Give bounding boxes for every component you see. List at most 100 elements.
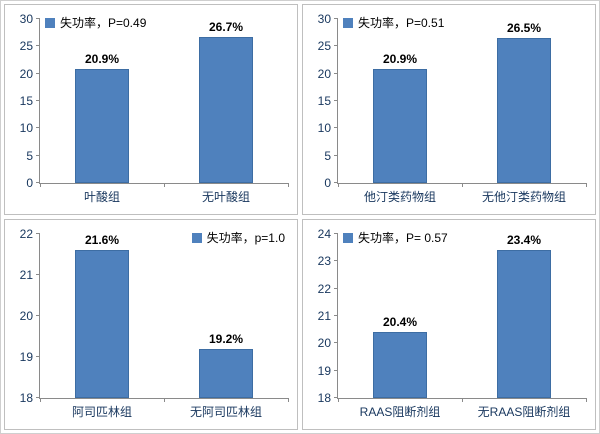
y-axis-tick-mark [334,369,338,371]
bar-data-label: 19.2% [208,331,244,346]
legend-marker [45,17,55,28]
legend-label: 失功率，P= 0.57 [358,231,448,245]
y-axis-tick-mark [36,127,40,129]
plot-area: 0 5 10 15 20 25 30 20.9% 叶酸组 26.7% 无叶酸组 [20,13,289,204]
legend-marker [343,232,353,243]
y-axis-tick-mark [334,315,338,316]
y-axis-tick-label: 25 [317,39,331,54]
bar-data-label: 20.4% [382,315,418,330]
chart-panel-folic-acid: 0 5 10 15 20 25 30 20.9% 叶酸组 26.7% 无叶酸组 失功率，P=0.49 [4,4,298,215]
legend-marker [343,17,353,28]
y-axis-tick-label: 18 [317,391,331,405]
x-axis-tick-mark [164,398,165,402]
x-axis-tick-mark [164,183,165,187]
y-axis-tick-label: 22 [317,281,331,296]
legend-marker [191,232,202,243]
bar-series-failure-rate [372,332,428,398]
y-axis-tick-label: 0 [26,176,33,190]
y-axis-tick-label: 0 [324,176,331,190]
bar-data-label: 20.9% [84,51,120,66]
x-axis-tick-mark [462,183,463,187]
y-axis-tick-mark [36,72,40,74]
x-axis-category-label: 无RAAS阻断剂组 [477,405,571,419]
x-axis-category-label: 叶酸组 [83,190,120,204]
y-axis-tick-label: 24 [317,227,331,241]
x-axis-tick-mark [338,183,339,187]
x-axis-category-label: RAAS阻断剂组 [359,405,441,419]
bar-series-failure-rate [496,250,552,398]
legend-label: 失功率，P=0.49 [60,16,147,30]
y-axis-tick-mark [334,233,338,234]
y-axis-tick-mark [36,182,40,183]
y-axis-tick-label: 5 [324,148,331,163]
x-axis-tick-mark [338,398,339,402]
y-axis-tick-label: 19 [19,350,33,364]
y-axis-tick-mark [36,397,40,398]
x-axis-tick-mark [40,183,41,187]
y-axis-tick-label: 5 [26,148,33,163]
y-axis-tick-mark [334,45,338,47]
y-axis-tick-mark [334,182,338,183]
chart-panel-aspirin: 18 19 20 21 22 21.6% 阿司匹林组 19.2% 无阿司匹林组 失功率，p=1.0 [4,219,298,430]
y-axis-tick-mark [334,154,338,156]
legend-label: 失功率，p=1.0 [206,231,285,245]
y-axis-tick-label: 23 [317,254,331,269]
y-axis-tick-label: 10 [317,121,331,136]
bar-data-label: 26.7% [208,20,244,35]
y-axis-tick-label: 10 [19,121,33,136]
bar-series-failure-rate [372,68,428,183]
x-axis-tick-mark [288,398,289,402]
y-axis-tick-mark [334,342,338,344]
x-axis-tick-mark [462,398,463,402]
legend: 失功率，P=0.51 [343,14,444,31]
x-axis-category-label: 他汀类药物组 [363,190,436,204]
bar-data-label: 20.9% [382,51,418,66]
chart-panel-raas-blocker: 18 19 20 21 22 23 24 20.4% RAAS阻断剂组 23.4% 无RAAS阻断剂… [302,219,596,430]
y-axis-tick-mark [334,397,338,398]
chart-panel-statin: 0 5 10 15 20 25 30 20.9% 他汀类药物组 26.5% 无他汀类药物组 失功率，P… [302,4,596,215]
plot-area: 18 19 20 21 22 21.6% 阿司匹林组 19.2% 无阿司匹林组 [20,228,289,419]
plot-area: 0 5 10 15 20 25 30 20.9% 他汀类药物组 26.5% 无他汀类药物组 [318,13,587,204]
x-axis-tick-mark [586,398,587,402]
x-axis-category-label: 无阿司匹林组 [189,405,262,419]
legend: 失功率，p=1.0 [191,229,285,246]
y-axis-tick-mark [334,18,338,19]
y-axis-tick-label: 18 [19,391,33,405]
y-axis-tick-mark [36,18,40,19]
y-axis-tick-label: 21 [317,309,331,323]
y-axis-tick-mark [36,233,40,234]
bar-series-failure-rate [74,250,130,398]
x-axis-category-label: 阿司匹林组 [71,405,132,419]
y-axis-tick-mark [36,356,40,357]
y-axis-tick-label: 21 [19,268,33,282]
x-axis-category-label: 无叶酸组 [201,190,250,204]
y-axis-tick-mark [36,274,40,275]
y-axis-tick-mark [334,100,338,101]
plot-area: 18 19 20 21 22 23 24 20.4% RAAS阻断剂组 23.4% 无RAAS阻断剂… [318,228,587,419]
x-axis-tick-mark [586,183,587,187]
legend: 失功率，P= 0.57 [343,229,448,246]
x-axis-category-label: 无他汀类药物组 [481,190,566,204]
x-axis-tick-mark [288,183,289,187]
legend: 失功率，P=0.49 [45,14,146,31]
y-axis-tick-label: 20 [19,66,33,81]
y-axis-tick-label: 20 [317,336,331,351]
bar-data-label: 21.6% [84,233,120,248]
x-axis-tick-mark [40,398,41,402]
y-axis-tick-label: 15 [317,94,331,108]
legend-label: 失功率，P=0.51 [358,16,445,30]
bar-data-label: 26.5% [506,21,542,36]
bar-data-label: 23.4% [506,233,542,248]
bar-series-failure-rate [74,68,130,183]
y-axis-tick-mark [36,45,40,47]
y-axis-tick-label: 22 [19,227,33,241]
y-axis-tick-label: 25 [19,39,33,54]
y-axis-tick-mark [334,127,338,129]
bar-series-failure-rate [198,348,254,398]
y-axis-tick-label: 19 [317,363,331,378]
y-axis-tick-label: 20 [19,309,33,323]
bar-series-failure-rate [198,37,254,183]
y-axis-tick-mark [36,100,40,101]
y-axis-tick-mark [36,315,40,316]
